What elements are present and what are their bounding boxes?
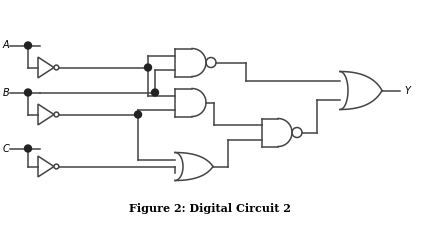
Circle shape (24, 42, 32, 49)
Text: C: C (3, 143, 10, 154)
Text: Y: Y (404, 85, 410, 95)
Circle shape (24, 89, 32, 96)
Text: Figure 2: Digital Circuit 2: Figure 2: Digital Circuit 2 (129, 203, 291, 214)
Circle shape (152, 89, 158, 96)
Circle shape (24, 145, 32, 152)
Text: B: B (3, 88, 10, 97)
Circle shape (134, 111, 141, 118)
Text: A: A (3, 40, 10, 51)
Circle shape (144, 64, 152, 71)
